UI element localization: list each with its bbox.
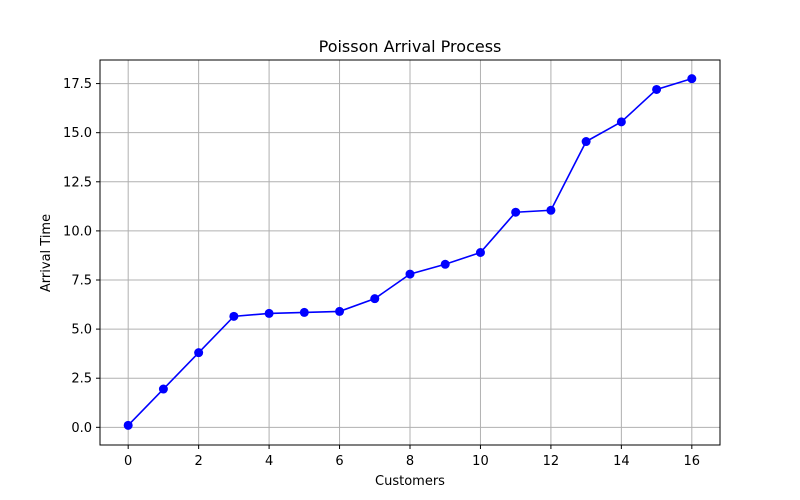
x-tick-label: 12	[543, 454, 560, 469]
data-point	[264, 308, 274, 318]
data-point	[299, 307, 309, 317]
x-tick-label: 2	[194, 454, 202, 469]
x-axis-ticks: 0 2 4 6 8 10 12 14 16	[124, 445, 700, 469]
data-point	[123, 420, 133, 430]
y-axis-label: Arrival Time	[39, 214, 54, 292]
x-tick-label: 6	[335, 454, 343, 469]
x-tick-label: 16	[684, 454, 701, 469]
data-point	[475, 248, 485, 257]
data-point	[581, 137, 591, 147]
y-tick-label: 2.5	[71, 372, 92, 387]
x-axis-label: Customers	[375, 474, 445, 489]
data-point	[370, 294, 380, 304]
x-tick-label: 4	[265, 454, 273, 469]
x-tick-label: 0	[124, 454, 132, 469]
y-tick-label: 12.5	[63, 175, 92, 190]
y-tick-label: 0.0	[71, 421, 92, 436]
data-point	[335, 306, 345, 316]
data-point	[687, 74, 697, 84]
data-point	[158, 384, 168, 394]
y-tick-label: 15.0	[63, 126, 92, 141]
y-axis-ticks: 0.0 2.5 5.0 7.5 10.0 12.5 15.0 17.5	[63, 77, 100, 436]
data-point	[194, 348, 204, 358]
data-point	[652, 84, 662, 94]
data-point	[405, 269, 415, 279]
series-layer	[123, 74, 697, 430]
x-tick-label: 10	[472, 454, 489, 469]
data-point	[511, 207, 521, 217]
data-point	[440, 259, 450, 269]
x-tick-label: 14	[613, 454, 630, 469]
y-tick-label: 10.0	[63, 224, 92, 239]
data-point	[616, 117, 626, 127]
y-tick-label: 17.5	[63, 77, 92, 92]
chart-title: Poisson Arrival Process	[319, 37, 502, 56]
y-tick-label: 7.5	[71, 274, 92, 289]
x-tick-label: 8	[406, 454, 414, 469]
data-point	[229, 311, 239, 321]
y-tick-label: 5.0	[71, 323, 92, 338]
data-point	[546, 205, 556, 215]
